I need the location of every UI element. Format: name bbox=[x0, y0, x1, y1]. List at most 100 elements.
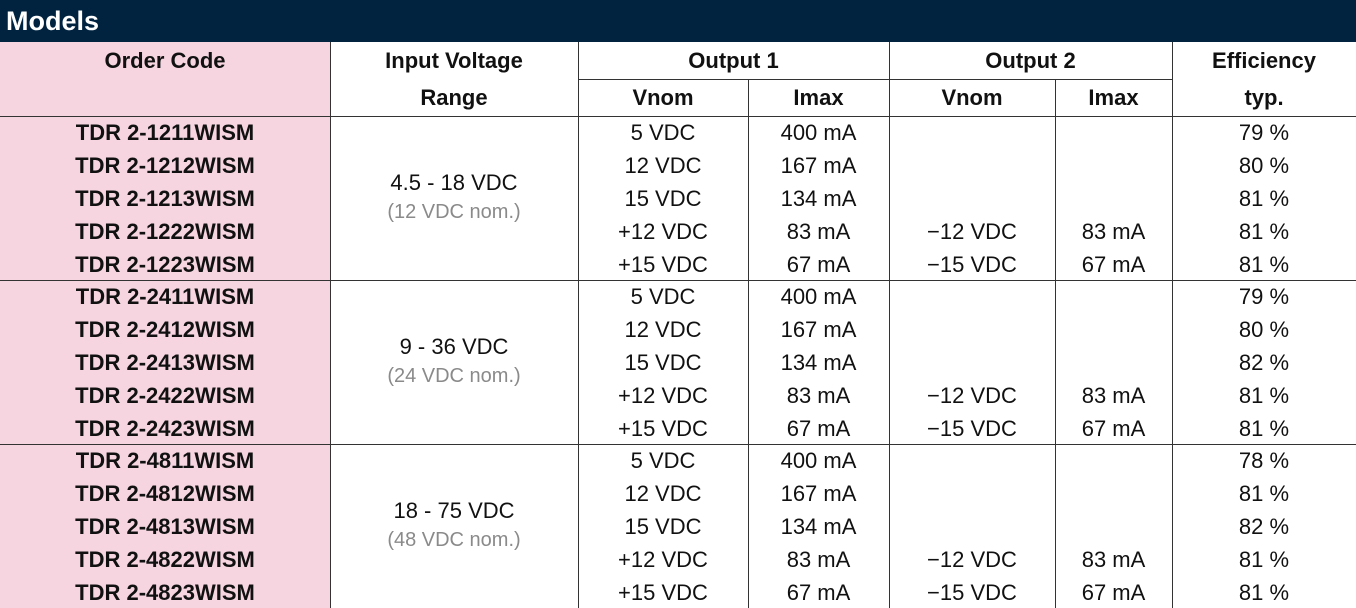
cell: 15 VDC bbox=[624, 513, 702, 539]
cell: 67 mA bbox=[786, 579, 851, 605]
cell: 81 % bbox=[1238, 251, 1290, 277]
cell: 83 mA bbox=[1081, 382, 1146, 408]
cell: 82 % bbox=[1238, 513, 1290, 539]
cell: TDR 2-4812WISM bbox=[75, 481, 255, 507]
cell: 15 VDC bbox=[624, 185, 702, 211]
cell: 83 mA bbox=[786, 546, 851, 572]
header-cell: Range bbox=[420, 84, 488, 110]
header-cell: Output 2 bbox=[985, 47, 1076, 73]
cell: 80 % bbox=[1238, 153, 1290, 179]
code-column-bg bbox=[0, 42, 330, 608]
header-cell: Output 1 bbox=[688, 47, 779, 73]
header-cell: Input Voltage bbox=[385, 47, 523, 73]
cell: TDR 2-4822WISM bbox=[75, 546, 255, 572]
input-range: 9 - 36 VDC bbox=[399, 334, 509, 359]
rule bbox=[0, 280, 1356, 281]
cell: 134 mA bbox=[780, 349, 857, 375]
cell: TDR 2-1213WISM bbox=[75, 185, 255, 211]
cell: 67 mA bbox=[1081, 415, 1146, 441]
cell: 5 VDC bbox=[630, 448, 696, 474]
cell: 81 % bbox=[1238, 415, 1290, 441]
cell: TDR 2-4823WISM bbox=[75, 579, 255, 605]
cell: 167 mA bbox=[780, 317, 857, 343]
cell: TDR 2-1222WISM bbox=[75, 218, 255, 244]
cell: 134 mA bbox=[780, 185, 857, 211]
rule bbox=[578, 79, 1172, 80]
cell: TDR 2-2423WISM bbox=[75, 415, 255, 441]
input-nominal: (24 VDC nom.) bbox=[387, 364, 521, 387]
cell: 81 % bbox=[1238, 546, 1290, 572]
cell: 167 mA bbox=[780, 481, 857, 507]
cell: 400 mA bbox=[780, 284, 857, 310]
cell: 12 VDC bbox=[624, 317, 702, 343]
cell: −15 VDC bbox=[927, 579, 1017, 605]
cell: −15 VDC bbox=[927, 251, 1017, 277]
header-cell: Vnom bbox=[632, 84, 694, 110]
header-cell: Imax bbox=[793, 84, 844, 110]
input-nominal: (12 VDC nom.) bbox=[387, 200, 521, 223]
cell: 80 % bbox=[1238, 317, 1290, 343]
cell: 67 mA bbox=[786, 415, 851, 441]
cell: 81 % bbox=[1238, 481, 1290, 507]
cell: 12 VDC bbox=[624, 481, 702, 507]
cell: 82 % bbox=[1238, 349, 1290, 375]
cell: 67 mA bbox=[1081, 579, 1146, 605]
cell: 83 mA bbox=[786, 382, 851, 408]
cell: 81 % bbox=[1238, 185, 1290, 211]
cell: −12 VDC bbox=[927, 218, 1017, 244]
cell: TDR 2-2422WISM bbox=[75, 382, 255, 408]
cell: TDR 2-1212WISM bbox=[75, 153, 255, 179]
cell: 12 VDC bbox=[624, 153, 702, 179]
cell: TDR 2-1211WISM bbox=[75, 120, 255, 146]
cell: 83 mA bbox=[1081, 546, 1146, 572]
cell: 78 % bbox=[1238, 448, 1290, 474]
cell: +12 VDC bbox=[618, 382, 708, 408]
cell: −12 VDC bbox=[927, 546, 1017, 572]
header-cell: Order Code bbox=[104, 47, 226, 73]
rule bbox=[0, 116, 1356, 117]
cell: +15 VDC bbox=[618, 251, 708, 277]
rule bbox=[1172, 42, 1173, 608]
cell: TDR 2-1223WISM bbox=[75, 251, 255, 277]
cell: 15 VDC bbox=[624, 349, 702, 375]
rule bbox=[578, 42, 579, 608]
cell: 67 mA bbox=[1081, 251, 1146, 277]
cell: 79 % bbox=[1238, 120, 1290, 146]
cell: 5 VDC bbox=[630, 284, 696, 310]
header-cell: Imax bbox=[1088, 84, 1139, 110]
cell: 81 % bbox=[1238, 218, 1290, 244]
cell: 81 % bbox=[1238, 382, 1290, 408]
cell: 167 mA bbox=[780, 153, 857, 179]
cell: 79 % bbox=[1238, 284, 1290, 310]
cell: TDR 2-2413WISM bbox=[75, 349, 255, 375]
header-cell: Vnom bbox=[941, 84, 1003, 110]
cell: 81 % bbox=[1238, 579, 1290, 605]
input-range: 18 - 75 VDC bbox=[393, 498, 515, 523]
cell: +12 VDC bbox=[618, 546, 708, 572]
rule bbox=[0, 444, 1356, 445]
title-bar bbox=[0, 0, 1356, 42]
rule bbox=[330, 42, 331, 608]
cell: +15 VDC bbox=[618, 415, 708, 441]
cell: 83 mA bbox=[786, 218, 851, 244]
cell: +15 VDC bbox=[618, 579, 708, 605]
cell: 400 mA bbox=[780, 120, 857, 146]
cell: 5 VDC bbox=[630, 120, 696, 146]
cell: 83 mA bbox=[1081, 218, 1146, 244]
rule bbox=[889, 42, 890, 608]
cell: TDR 2-2411WISM bbox=[75, 284, 255, 310]
cell: 400 mA bbox=[780, 448, 857, 474]
header-cell: Efficiency bbox=[1212, 47, 1316, 73]
cell: TDR 2-4811WISM bbox=[75, 448, 255, 474]
rule bbox=[748, 79, 749, 608]
input-nominal: (48 VDC nom.) bbox=[387, 528, 521, 551]
cell: −15 VDC bbox=[927, 415, 1017, 441]
cell: TDR 2-2412WISM bbox=[75, 317, 255, 343]
input-range: 4.5 - 18 VDC bbox=[390, 170, 518, 195]
title: Models bbox=[6, 6, 100, 36]
cell: 134 mA bbox=[780, 513, 857, 539]
rule bbox=[1055, 79, 1056, 608]
cell: 67 mA bbox=[786, 251, 851, 277]
header-cell: typ. bbox=[1244, 84, 1284, 110]
